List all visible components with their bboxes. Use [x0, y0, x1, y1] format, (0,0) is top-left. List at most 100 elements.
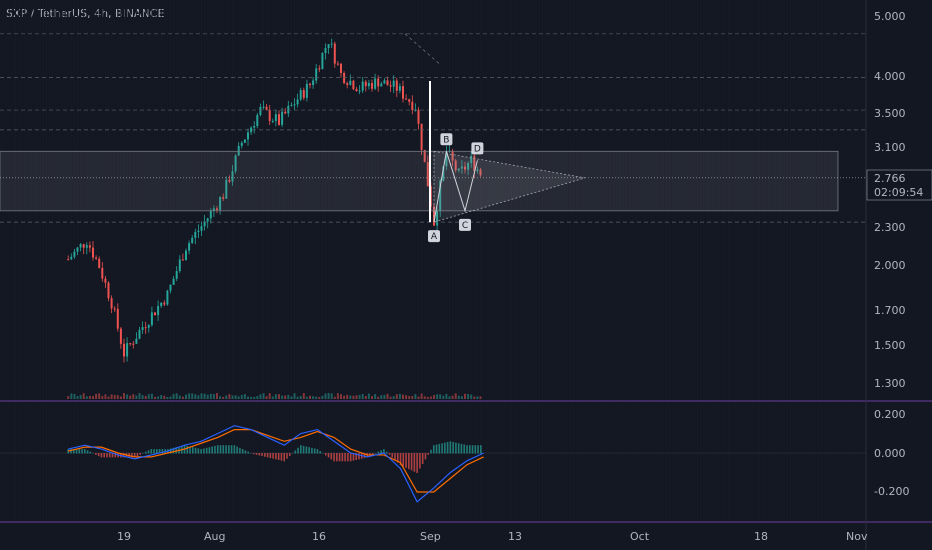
abcd-path	[433, 151, 478, 223]
candle-body	[470, 155, 473, 164]
candle-body	[467, 163, 470, 170]
volume-bar	[371, 396, 373, 399]
candle-body	[70, 256, 73, 260]
volume-bar	[364, 395, 367, 399]
macd-histogram-bar	[233, 445, 236, 454]
volume-bar	[436, 394, 439, 399]
volume-bar	[200, 393, 203, 399]
time-axis[interactable]: 19 Aug 16 Sep 13 Oct 18 Nov	[117, 530, 868, 543]
candle-body	[119, 328, 122, 344]
macd-histogram-bar	[153, 449, 155, 454]
candle-body	[191, 237, 194, 244]
volume-bar	[448, 396, 451, 399]
candle-body	[426, 162, 429, 187]
candle-body	[377, 78, 380, 87]
time-tick: 18	[754, 530, 768, 543]
candle-body	[76, 247, 79, 252]
macd-histogram-bar	[355, 453, 358, 460]
macd-histogram-bar	[95, 453, 97, 455]
candle-body	[160, 302, 163, 307]
macd-histogram-bar	[424, 453, 427, 460]
candle-body	[271, 120, 274, 122]
macd-histogram-bar	[239, 447, 241, 454]
candle-body	[278, 114, 280, 125]
volume-bar	[374, 394, 377, 399]
candle-body	[185, 250, 187, 261]
macd-histogram-bar	[308, 447, 310, 454]
current-price-badge: 2.766 02:09:54	[866, 169, 932, 201]
macd-histogram-bar	[394, 453, 396, 460]
candle-body	[144, 327, 147, 329]
triangle-pattern	[433, 150, 586, 223]
candle-body	[436, 210, 439, 226]
price-axis[interactable]: 5.000 4.000 3.500 3.100 2.300 2.000 1.70…	[874, 10, 906, 390]
candle-body	[302, 90, 305, 98]
macd-histogram-bar	[313, 448, 316, 454]
candle-body	[460, 166, 463, 169]
time-tick: Aug	[204, 530, 225, 543]
volume-bar	[330, 393, 333, 399]
candle-body	[296, 99, 299, 105]
volume-bar	[250, 396, 253, 399]
countdown-timer: 02:09:54	[874, 186, 923, 199]
macd-histogram-bar	[402, 453, 405, 467]
macd-histogram-bar	[194, 447, 197, 454]
candle-body	[309, 83, 311, 86]
macd-histogram-bar	[421, 453, 424, 464]
macd-histogram-bar	[399, 453, 402, 466]
volume-bar	[299, 396, 302, 399]
macd-histogram-bar	[89, 451, 92, 454]
macd-histogram-bar	[347, 453, 349, 462]
candle-body	[268, 109, 271, 121]
candle-body	[281, 111, 284, 125]
macd-histogram-bar	[255, 453, 258, 455]
macd-histogram-bar	[405, 453, 407, 468]
candle-body	[250, 127, 253, 133]
macd-histogram-bar	[358, 453, 360, 460]
macd-histogram-bar	[316, 449, 319, 454]
volume-bar	[467, 393, 470, 399]
volume-bar	[116, 395, 119, 399]
volume-bar	[340, 394, 342, 399]
candle-body	[364, 81, 367, 87]
volume-bar	[355, 395, 358, 399]
candle-body	[349, 80, 352, 85]
volume-bars	[67, 393, 482, 399]
candle-body	[88, 245, 91, 248]
pattern-point-badge	[459, 218, 471, 231]
price-tick: 3.100	[874, 141, 906, 154]
candle-body	[219, 197, 222, 210]
volume-bar	[234, 395, 237, 399]
volume-bar	[212, 394, 215, 399]
macd-histogram-bar	[205, 447, 208, 454]
volume-bar	[380, 395, 383, 399]
candle-body	[178, 259, 181, 272]
macd-histogram-bar	[349, 453, 352, 462]
macd-histogram-bar	[452, 441, 454, 454]
macd-histogram-bar	[338, 453, 341, 462]
candle-body	[408, 99, 411, 102]
price-tick: 5.000	[874, 10, 906, 23]
pattern-point-badge	[440, 133, 453, 146]
macd-histogram-bar	[380, 450, 382, 454]
pattern-point-label: C	[462, 221, 468, 231]
volume-bar	[70, 393, 73, 399]
macd-histogram-bar	[283, 453, 286, 462]
macd-histogram-bar	[241, 449, 244, 454]
volume-bar	[191, 393, 194, 399]
macd-histogram-bar	[197, 448, 200, 454]
volume-bar	[296, 396, 299, 399]
macd-axis[interactable]: 0.200 0.000 -0.200	[874, 408, 909, 498]
volume-bar	[392, 396, 395, 399]
volume-bar	[460, 396, 463, 399]
candle-body	[312, 80, 315, 86]
volume-bar	[439, 394, 442, 399]
volume-bar	[194, 394, 197, 399]
candle-body	[389, 85, 392, 87]
volume-bar	[321, 395, 324, 399]
macd-histogram-bar	[111, 453, 114, 458]
macd-histogram-bar	[336, 453, 338, 462]
candle-body	[203, 221, 206, 227]
candle-body	[67, 259, 70, 261]
